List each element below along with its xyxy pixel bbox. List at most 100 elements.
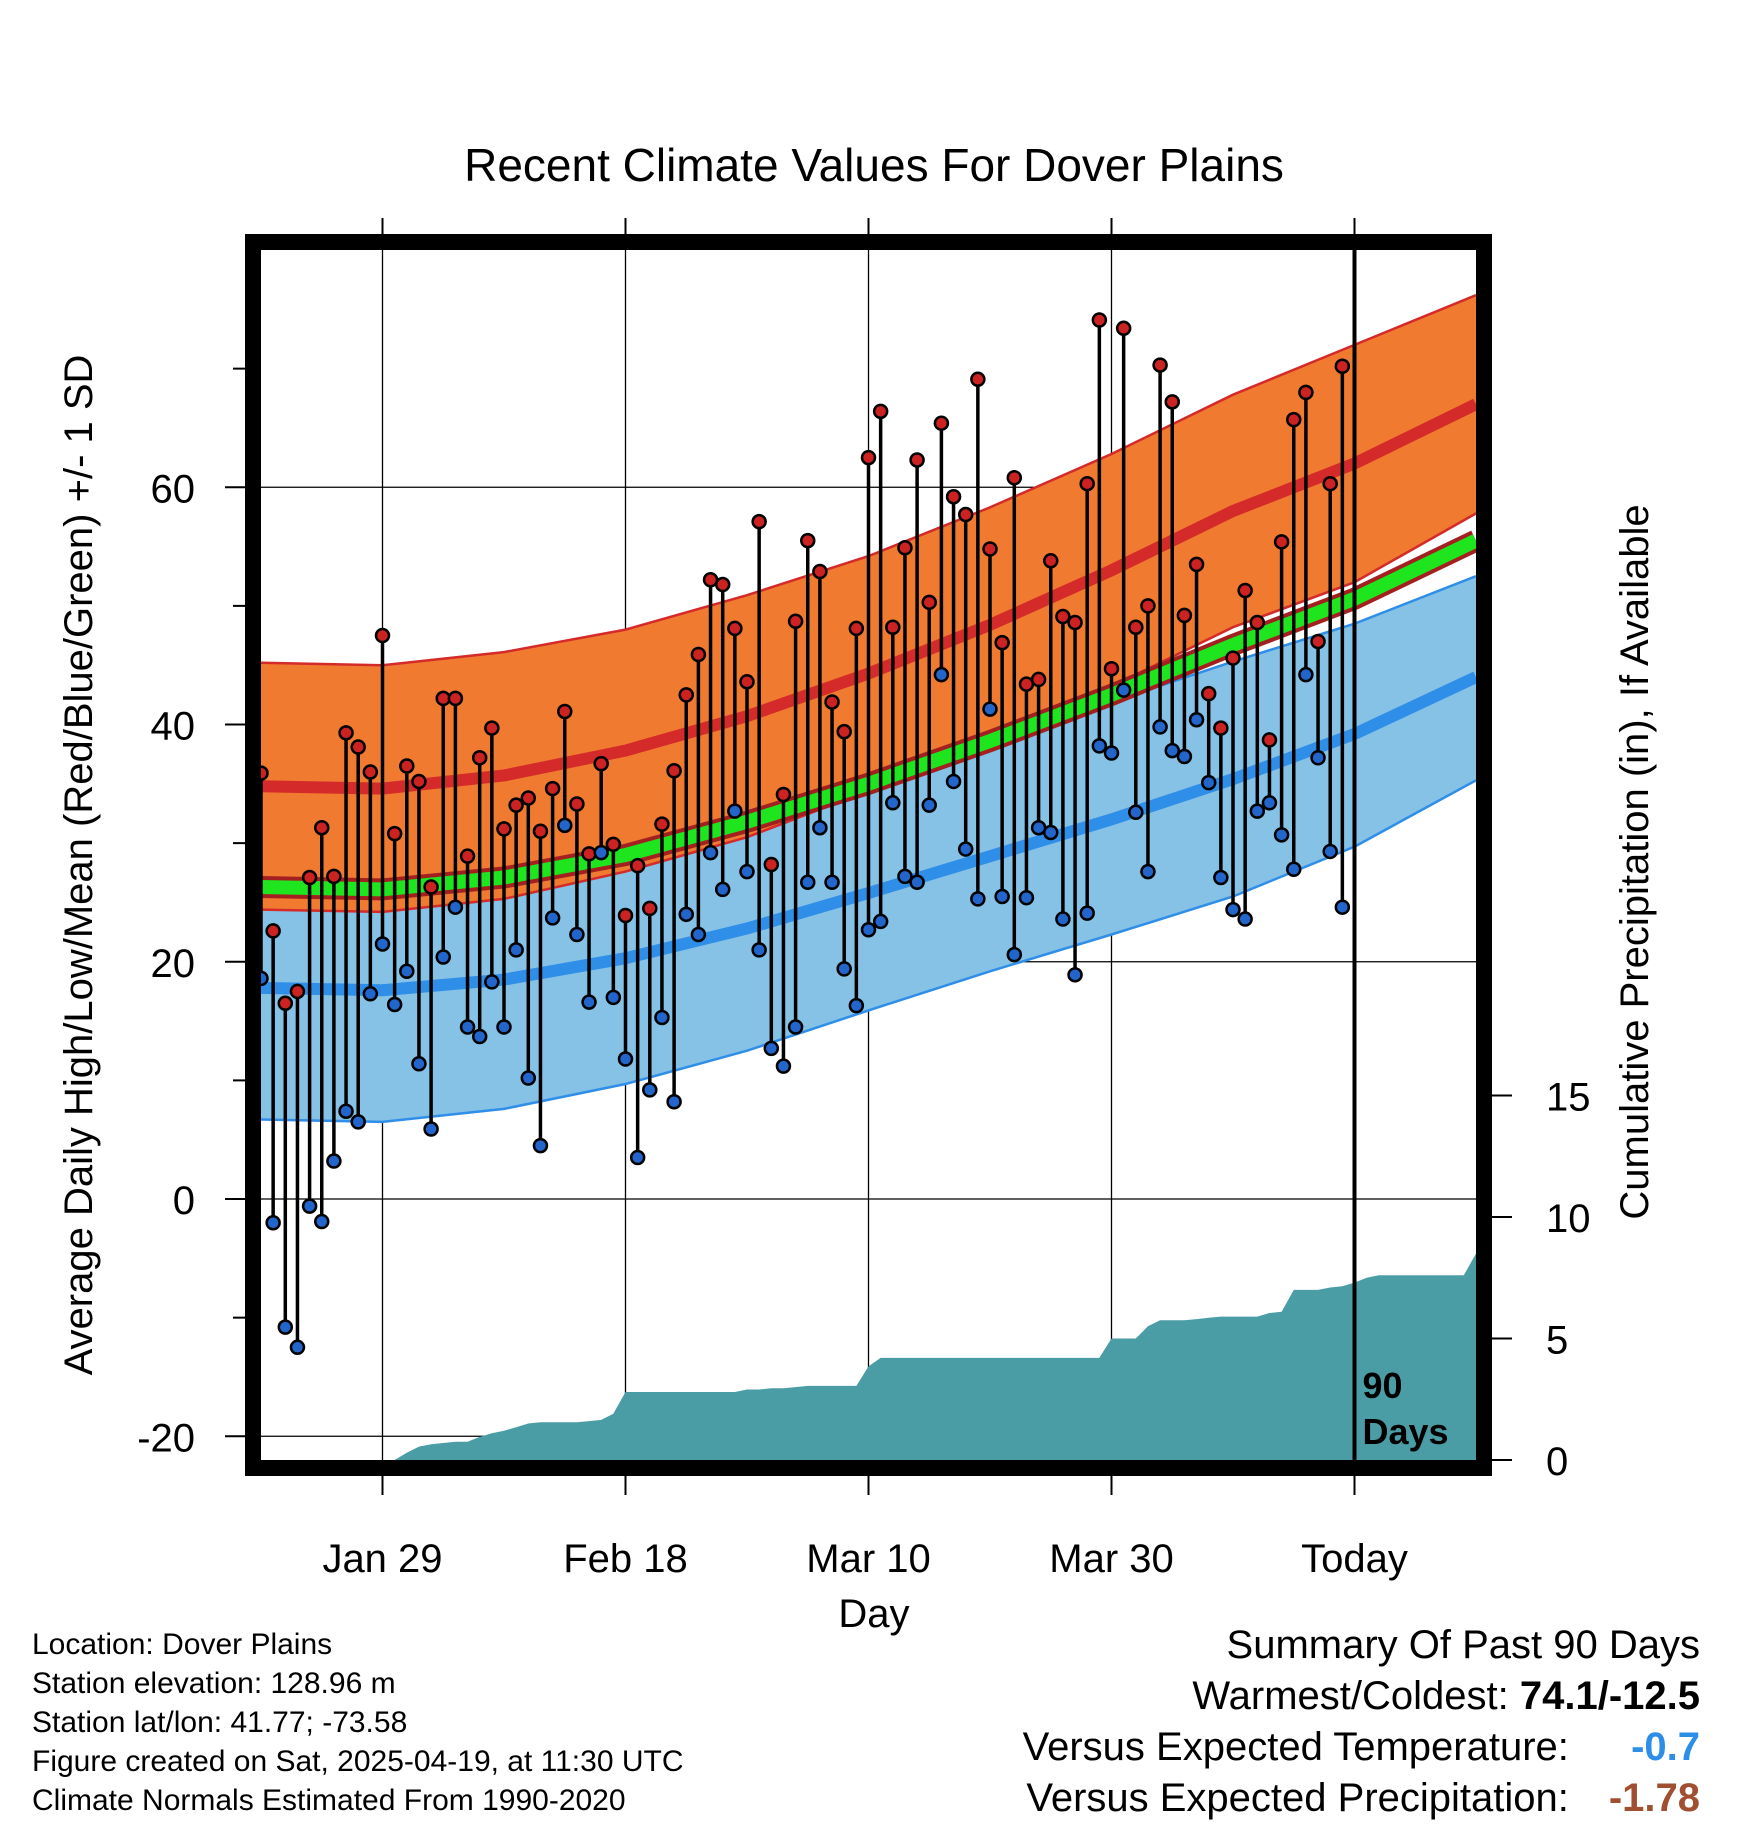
- daily-high-point: [994, 634, 1010, 651]
- daily-high-point: [326, 868, 342, 885]
- daily-low-point: [435, 949, 451, 965]
- y2-tick-label: 0: [1546, 1440, 1568, 1484]
- daily-low-point: [423, 1121, 439, 1137]
- daily-high-point: [714, 576, 731, 593]
- daily-low-point: [265, 1214, 281, 1231]
- daily-low-point: [824, 874, 840, 891]
- daily-low-point: [484, 974, 500, 990]
- daily-low-point: [945, 773, 962, 790]
- y2-tick-label: 10: [1546, 1197, 1591, 1241]
- info-latlon: Station lat/lon: 41.77; -73.58: [32, 1706, 408, 1739]
- plot-area: 90 Days Jan 29 Feb 18 Mar 10 Mar 30 Today -20 0 2…: [137, 218, 1591, 1581]
- daily-high-point: [1286, 411, 1302, 428]
- daily-high-point: [1043, 553, 1059, 569]
- daily-low-point: [678, 906, 694, 923]
- y2-tick-label: 5: [1546, 1319, 1568, 1363]
- daily-low-point: [812, 819, 828, 836]
- daily-low-point: [508, 942, 524, 958]
- daily-high-point: [690, 646, 707, 663]
- daily-high-point: [957, 506, 974, 523]
- temp-anomaly-value: -0.7: [1631, 1725, 1700, 1769]
- daily-low-point: [702, 844, 719, 861]
- daily-low-point: [860, 921, 877, 938]
- daily-low-point: [872, 913, 889, 930]
- daily-high-point: [1030, 671, 1047, 688]
- daily-low-point: [301, 1198, 318, 1214]
- daily-low-point: [957, 841, 974, 857]
- daily-high-point: [1298, 384, 1314, 401]
- info-normals: Climate Normals Estimated From 1990-2020: [32, 1784, 626, 1817]
- station-info: Location: Dover Plains Station elevation…: [32, 1625, 684, 1820]
- daily-high-point: [520, 790, 537, 806]
- daily-low-point: [289, 1339, 306, 1356]
- daily-low-point: [1249, 803, 1266, 819]
- daily-low-point: [1176, 748, 1193, 765]
- daily-high-point: [1115, 320, 1132, 337]
- daily-high-point: [751, 513, 767, 530]
- daily-high-point: [362, 764, 379, 780]
- daily-low-point: [593, 844, 609, 861]
- daily-high-point: [1079, 475, 1095, 492]
- info-location: Location: Dover Plains: [32, 1628, 333, 1661]
- daily-low-point: [787, 1019, 804, 1035]
- daily-low-point: [1115, 682, 1132, 698]
- daily-high-point: [593, 755, 609, 772]
- y2-axis-title: Cumulative Precipitation (in), If Availa…: [1613, 504, 1657, 1219]
- daily-high-point: [763, 856, 780, 873]
- y-tick-label: 0: [173, 1179, 195, 1223]
- daily-high-point: [933, 415, 950, 431]
- daily-high-point: [1055, 608, 1071, 625]
- daily-low-point: [1261, 795, 1278, 811]
- summary-panel: Summary Of Past 90 Days Warmest/Coldest:…: [1023, 1620, 1700, 1824]
- warm-cold-value: 74.1/-12.5: [1519, 1674, 1700, 1718]
- daily-low-point: [350, 1114, 366, 1130]
- daily-high-point: [532, 823, 549, 840]
- daily-high-point: [982, 541, 998, 557]
- daily-low-point: [775, 1058, 792, 1074]
- daily-low-point: [666, 1093, 682, 1110]
- today-days-number: 90: [1363, 1365, 1403, 1406]
- daily-low-point: [982, 701, 998, 717]
- daily-low-point: [1152, 719, 1168, 735]
- daily-high-point: [629, 857, 646, 874]
- daily-high-point: [1091, 312, 1108, 328]
- daily-low-point: [411, 1056, 427, 1072]
- daily-low-point: [1298, 666, 1314, 683]
- daily-low-point: [362, 986, 379, 1002]
- x-axis-title: Day: [838, 1592, 909, 1636]
- daily-high-point: [1200, 685, 1217, 702]
- daily-low-point: [1273, 827, 1290, 843]
- normal-low-lower: [261, 779, 1476, 1124]
- daily-high-point: [642, 900, 658, 917]
- summary-temperature: Versus Expected Temperature: -0.7: [1023, 1722, 1700, 1773]
- daily-high-point: [836, 723, 852, 740]
- daily-low-point: [751, 942, 767, 958]
- daily-low-point: [1334, 899, 1351, 915]
- daily-low-point: [471, 1028, 488, 1045]
- daily-low-point: [386, 996, 403, 1013]
- daily-high-point: [678, 687, 694, 703]
- daily-high-point: [301, 869, 318, 886]
- daily-low-point: [897, 868, 913, 885]
- daily-low-point: [1188, 712, 1205, 728]
- daily-low-point: [933, 666, 950, 683]
- x-tick-label: Today: [1301, 1537, 1408, 1581]
- daily-low-point: [642, 1082, 658, 1098]
- daily-high-point: [496, 821, 512, 837]
- daily-low-point: [399, 963, 415, 980]
- daily-high-point: [970, 371, 986, 388]
- daily-high-point: [277, 995, 294, 1012]
- daily-high-point: [727, 620, 743, 637]
- daily-high-point: [848, 620, 865, 637]
- daily-low-point: [1043, 824, 1059, 841]
- daily-high-point: [1067, 614, 1083, 631]
- daily-high-point: [1213, 720, 1229, 736]
- daily-low-point: [532, 1137, 549, 1154]
- daily-high-point: [605, 836, 622, 853]
- daily-high-point: [1334, 358, 1351, 375]
- daily-low-point: [326, 1153, 342, 1169]
- daily-high-point: [459, 848, 476, 864]
- daily-low-point: [1237, 911, 1253, 927]
- daily-low-point: [714, 881, 731, 898]
- daily-high-point: [289, 983, 306, 1000]
